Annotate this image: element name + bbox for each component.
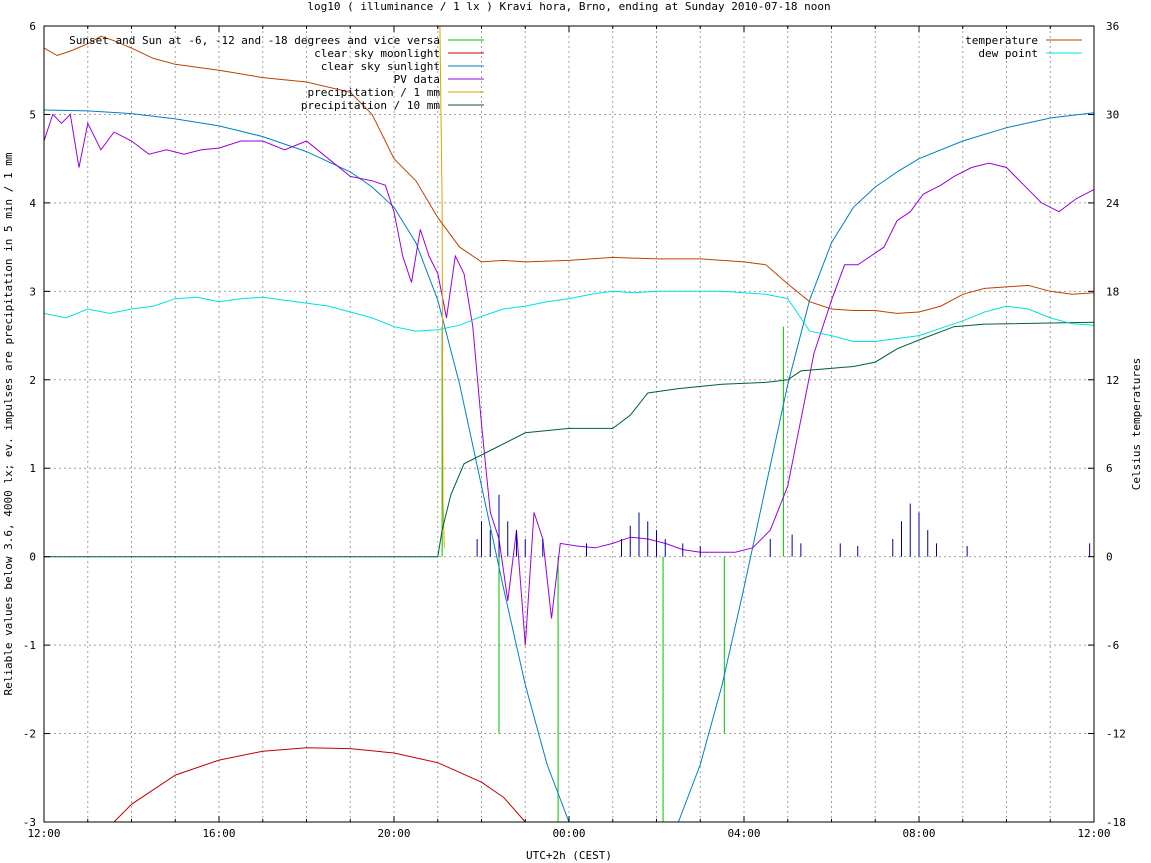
x-tick-label: 04:00 [727, 827, 760, 840]
legend-label: Sunset and Sun at -6, -12 and -18 degree… [69, 34, 440, 47]
series-line-precipitation-10-mm [44, 321, 1094, 558]
legend-label: dew point [978, 47, 1038, 60]
grid [44, 26, 1094, 822]
legend-label: clear sky moonlight [314, 47, 440, 60]
y-tick-label: 1 [29, 462, 36, 475]
y-tick-label: -1 [23, 639, 36, 652]
y2-tick-label: -6 [1106, 639, 1119, 652]
legend-label: clear sky sunlight [321, 60, 440, 73]
legend-label: precipitation / 10 mm [301, 99, 440, 112]
y2-axis-label: Celsius temperatures [1130, 358, 1143, 490]
x-tick-label: 12:00 [1077, 827, 1110, 840]
series-line-dew-point [44, 290, 1094, 342]
y2-tick-label: -12 [1106, 728, 1126, 741]
y-tick-label: 4 [29, 197, 36, 210]
x-tick-label: 12:00 [27, 827, 60, 840]
y2-tick-label: 30 [1106, 108, 1119, 121]
plot-series [44, 26, 1094, 822]
legend: Sunset and Sun at -6, -12 and -18 degree… [69, 34, 1082, 112]
x-tick-label: 20:00 [377, 827, 410, 840]
y-tick-label: 2 [29, 374, 36, 387]
series-line-pv-data [44, 113, 1094, 646]
legend-label: precipitation / 1 mm [308, 86, 441, 99]
axis-ticks: 12:00 16:00 20:00 00:00 04:00 08:00 12:00-3-2-… [23, 20, 1126, 840]
x-tick-label: 08:00 [902, 827, 935, 840]
y-axis-label: Reliable values below 3.6, 4000 lx; ev. … [2, 152, 15, 695]
legend-label: temperature [965, 34, 1038, 47]
y-tick-label: -2 [23, 728, 36, 741]
y-tick-label: 0 [29, 551, 36, 564]
y2-tick-label: 24 [1106, 197, 1120, 210]
y2-tick-label: 12 [1106, 374, 1119, 387]
legend-label: PV data [394, 73, 440, 86]
y2-tick-label: 6 [1106, 462, 1113, 475]
y2-tick-label: 36 [1106, 20, 1119, 33]
x-axis-label: UTC+2h (CEST) [526, 849, 612, 862]
y2-tick-label: -18 [1106, 816, 1126, 829]
y-tick-label: -3 [23, 816, 36, 829]
x-tick-label: 00:00 [552, 827, 585, 840]
y-tick-label: 5 [29, 108, 36, 121]
series-line-clear-sky-sunlight [44, 109, 1094, 822]
chart-title: log10 ( illuminance / 1 lx ) Kravi hora,… [307, 0, 830, 13]
x-tick-label: 16:00 [202, 827, 235, 840]
y-tick-label: 3 [29, 285, 36, 298]
y2-tick-label: 18 [1106, 285, 1119, 298]
y-tick-label: 6 [29, 20, 36, 33]
y2-tick-label: 0 [1106, 551, 1113, 564]
series-line-temperature [44, 35, 1094, 314]
series-line-clear-sky-moonlight [113, 747, 526, 822]
